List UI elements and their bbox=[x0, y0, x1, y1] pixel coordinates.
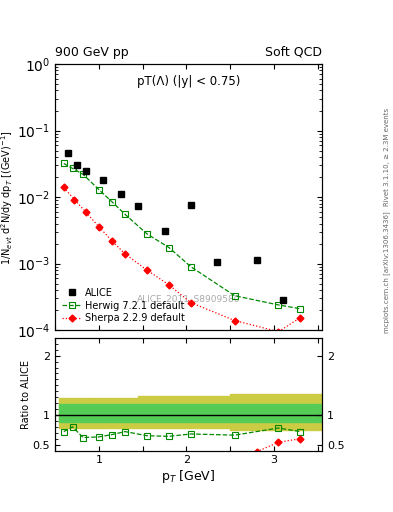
ALICE bbox=[118, 191, 123, 198]
ALICE bbox=[281, 297, 285, 304]
Text: 900 GeV pp: 900 GeV pp bbox=[55, 46, 129, 59]
Sherpa 2.2.9 default bbox=[145, 267, 149, 273]
Sherpa 2.2.9 default bbox=[61, 184, 66, 190]
Text: Soft QCD: Soft QCD bbox=[265, 46, 322, 59]
Herwig 7.2.1 default bbox=[145, 231, 149, 237]
ALICE bbox=[101, 177, 106, 183]
Herwig 7.2.1 default bbox=[61, 160, 66, 166]
Line: ALICE: ALICE bbox=[65, 150, 286, 304]
Herwig 7.2.1 default bbox=[110, 199, 114, 205]
Herwig 7.2.1 default bbox=[123, 211, 127, 218]
ALICE bbox=[83, 167, 88, 174]
Herwig 7.2.1 default bbox=[298, 306, 303, 312]
Herwig 7.2.1 default bbox=[232, 293, 237, 299]
Herwig 7.2.1 default bbox=[276, 302, 281, 308]
ALICE bbox=[136, 203, 141, 209]
Text: Rivet 3.1.10, ≥ 2.3M events: Rivet 3.1.10, ≥ 2.3M events bbox=[384, 108, 390, 206]
Line: Herwig 7.2.1 default: Herwig 7.2.1 default bbox=[61, 161, 303, 312]
ALICE bbox=[189, 202, 193, 208]
Text: pT(Λ) (|y| < 0.75): pT(Λ) (|y| < 0.75) bbox=[137, 75, 241, 88]
Herwig 7.2.1 default bbox=[81, 171, 85, 177]
Line: Sherpa 2.2.9 default: Sherpa 2.2.9 default bbox=[61, 185, 303, 334]
X-axis label: p$_T$ [GeV]: p$_T$ [GeV] bbox=[162, 468, 216, 485]
ALICE bbox=[66, 150, 70, 156]
Sherpa 2.2.9 default bbox=[123, 251, 127, 257]
Y-axis label: 1/N$_{evt}$ d$^2$N/dy dp$_T$ [(GeV)$^{-1}$]: 1/N$_{evt}$ d$^2$N/dy dp$_T$ [(GeV)$^{-1… bbox=[0, 130, 15, 265]
Herwig 7.2.1 default bbox=[167, 244, 171, 250]
ALICE bbox=[75, 162, 79, 168]
ALICE bbox=[162, 228, 167, 234]
Sherpa 2.2.9 default bbox=[96, 224, 101, 230]
Sherpa 2.2.9 default bbox=[298, 314, 303, 321]
Sherpa 2.2.9 default bbox=[232, 317, 237, 324]
Legend: ALICE, Herwig 7.2.1 default, Sherpa 2.2.9 default: ALICE, Herwig 7.2.1 default, Sherpa 2.2.… bbox=[60, 286, 187, 326]
Sherpa 2.2.9 default bbox=[189, 300, 193, 306]
Herwig 7.2.1 default bbox=[70, 165, 75, 172]
Sherpa 2.2.9 default bbox=[167, 282, 171, 288]
Sherpa 2.2.9 default bbox=[72, 197, 77, 203]
ALICE bbox=[254, 257, 259, 263]
Herwig 7.2.1 default bbox=[189, 264, 193, 270]
Herwig 7.2.1 default bbox=[96, 186, 101, 193]
Y-axis label: Ratio to ALICE: Ratio to ALICE bbox=[21, 360, 31, 429]
Sherpa 2.2.9 default bbox=[110, 238, 114, 244]
Text: mcplots.cern.ch [arXiv:1306.3436]: mcplots.cern.ch [arXiv:1306.3436] bbox=[384, 211, 391, 332]
Sherpa 2.2.9 default bbox=[276, 329, 281, 335]
Sherpa 2.2.9 default bbox=[83, 209, 88, 215]
ALICE bbox=[215, 259, 219, 265]
Text: ALICE_2011_S8909580: ALICE_2011_S8909580 bbox=[137, 294, 241, 304]
